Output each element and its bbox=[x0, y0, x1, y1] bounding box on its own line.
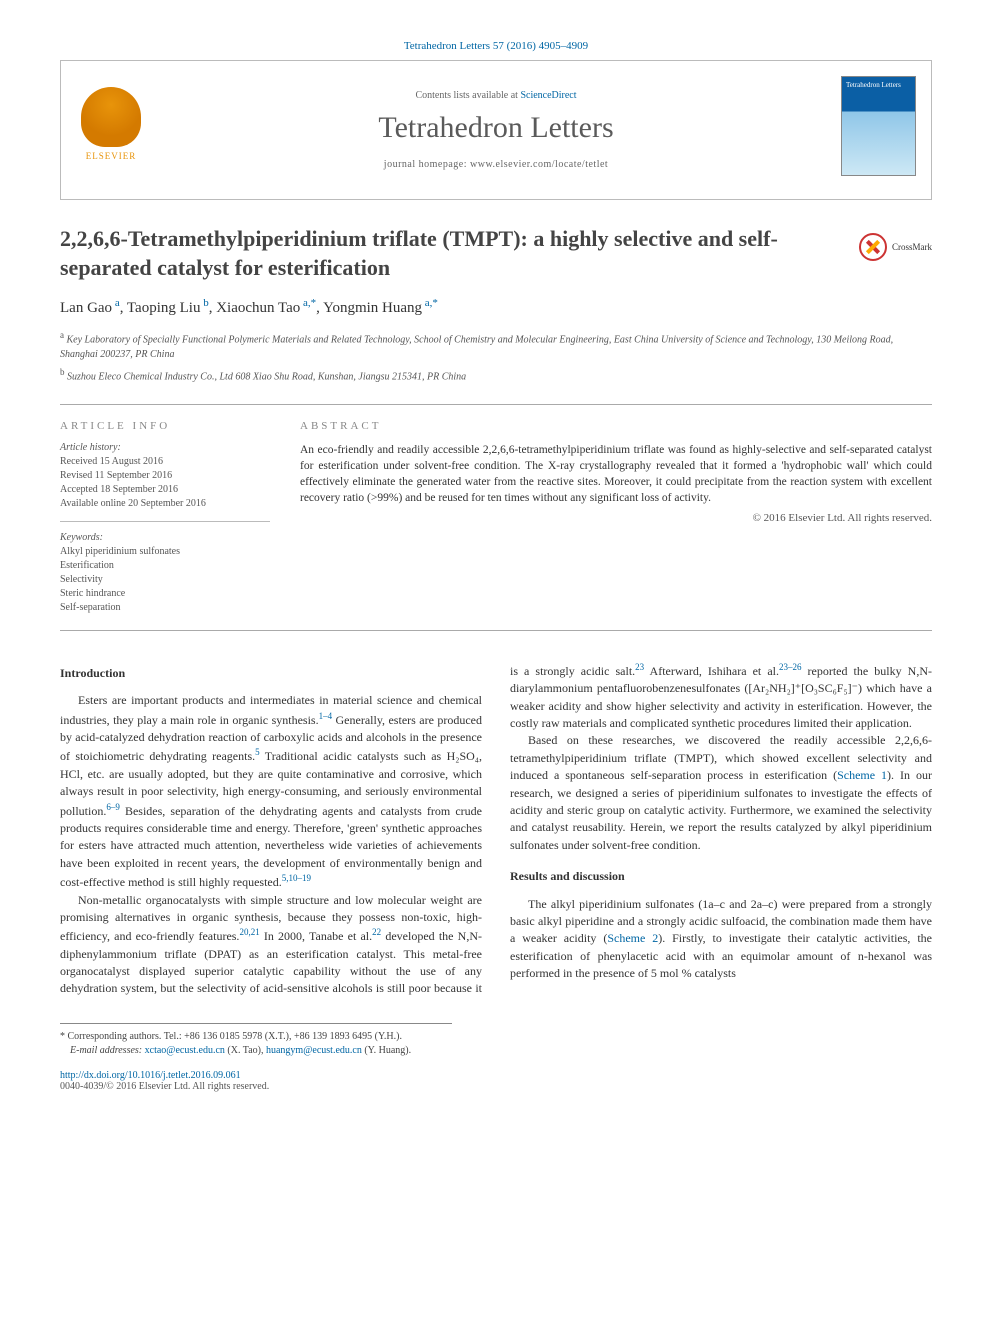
info-divider bbox=[60, 521, 270, 522]
elsevier-tree-icon bbox=[81, 87, 141, 147]
keywords-label: Keywords: bbox=[60, 532, 270, 543]
email-link[interactable]: huangym@ecust.edu.cn bbox=[266, 1045, 362, 1056]
contents-prefix: Contents lists available at bbox=[415, 90, 520, 101]
crossmark-label: CrossMark bbox=[892, 242, 932, 252]
cover-title: Tetrahedron Letters bbox=[842, 77, 915, 93]
journal-title: Tetrahedron Letters bbox=[61, 111, 931, 145]
body-paragraph: Based on these researches, we discovered… bbox=[510, 732, 932, 854]
homepage-prefix: journal homepage: bbox=[384, 159, 470, 170]
abstract-text: An eco-friendly and readily accessible 2… bbox=[300, 442, 932, 506]
results-paragraph: The alkyl piperidinium sulfonates (1a–c … bbox=[510, 896, 932, 983]
keyword: Alkyl piperidinium sulfonates bbox=[60, 545, 270, 559]
corresponding-note: * Corresponding authors. Tel.: +86 136 0… bbox=[60, 1030, 452, 1044]
journal-cover-thumbnail: Tetrahedron Letters bbox=[841, 76, 916, 176]
history-line: Available online 20 September 2016 bbox=[60, 497, 270, 511]
results-heading: Results and discussion bbox=[510, 868, 932, 885]
history-line: Revised 11 September 2016 bbox=[60, 469, 270, 483]
article-info-column: ARTICLE INFO Article history: Received 1… bbox=[60, 420, 270, 615]
homepage-line: journal homepage: www.elsevier.com/locat… bbox=[61, 159, 931, 170]
elsevier-label: ELSEVIER bbox=[86, 151, 137, 161]
email-link[interactable]: xctao@ecust.edu.cn bbox=[145, 1045, 225, 1056]
citation: Tetrahedron Letters 57 (2016) 4905–4909 bbox=[60, 40, 932, 52]
history-line: Received 15 August 2016 bbox=[60, 455, 270, 469]
article-title: 2,2,6,6-Tetramethylpiperidinium triflate… bbox=[60, 225, 932, 282]
keyword: Steric hindrance bbox=[60, 587, 270, 601]
keyword: Self-separation bbox=[60, 601, 270, 615]
body-text: Introduction Esters are important produc… bbox=[60, 661, 932, 998]
sciencedirect-link[interactable]: ScienceDirect bbox=[520, 90, 576, 101]
crossmark-badge[interactable]: CrossMark bbox=[859, 233, 932, 261]
doi-block: http://dx.doi.org/10.1016/j.tetlet.2016.… bbox=[60, 1070, 932, 1092]
keyword: Selectivity bbox=[60, 573, 270, 587]
footnotes: * Corresponding authors. Tel.: +86 136 0… bbox=[60, 1023, 452, 1058]
elsevier-logo: ELSEVIER bbox=[76, 76, 146, 161]
journal-header: ELSEVIER Contents lists available at Sci… bbox=[60, 60, 932, 200]
abstract-column: ABSTRACT An eco-friendly and readily acc… bbox=[300, 420, 932, 615]
email-line: E-mail addresses: xctao@ecust.edu.cn (X.… bbox=[60, 1044, 452, 1058]
abstract-heading: ABSTRACT bbox=[300, 420, 932, 432]
keyword: Esterification bbox=[60, 559, 270, 573]
issn-line: 0040-4039/© 2016 Elsevier Ltd. All right… bbox=[60, 1081, 932, 1092]
doi-link[interactable]: http://dx.doi.org/10.1016/j.tetlet.2016.… bbox=[60, 1070, 932, 1081]
authors-line: Lan Gao a, Taoping Liu b, Xiaochun Tao a… bbox=[60, 297, 932, 317]
history-label: Article history: bbox=[60, 442, 270, 453]
affiliation: a Key Laboratory of Specially Functional… bbox=[60, 329, 932, 361]
contents-line: Contents lists available at ScienceDirec… bbox=[61, 90, 931, 101]
affiliation: b Suzhou Eleco Chemical Industry Co., Lt… bbox=[60, 366, 932, 384]
article-info-heading: ARTICLE INFO bbox=[60, 420, 270, 432]
homepage-url[interactable]: www.elsevier.com/locate/tetlet bbox=[470, 159, 608, 170]
email-label: E-mail addresses: bbox=[70, 1045, 142, 1056]
crossmark-icon bbox=[859, 233, 887, 261]
abstract-copyright: © 2016 Elsevier Ltd. All rights reserved… bbox=[300, 512, 932, 524]
body-paragraph: Esters are important products and interm… bbox=[60, 692, 482, 891]
intro-heading: Introduction bbox=[60, 665, 482, 682]
history-line: Accepted 18 September 2016 bbox=[60, 483, 270, 497]
